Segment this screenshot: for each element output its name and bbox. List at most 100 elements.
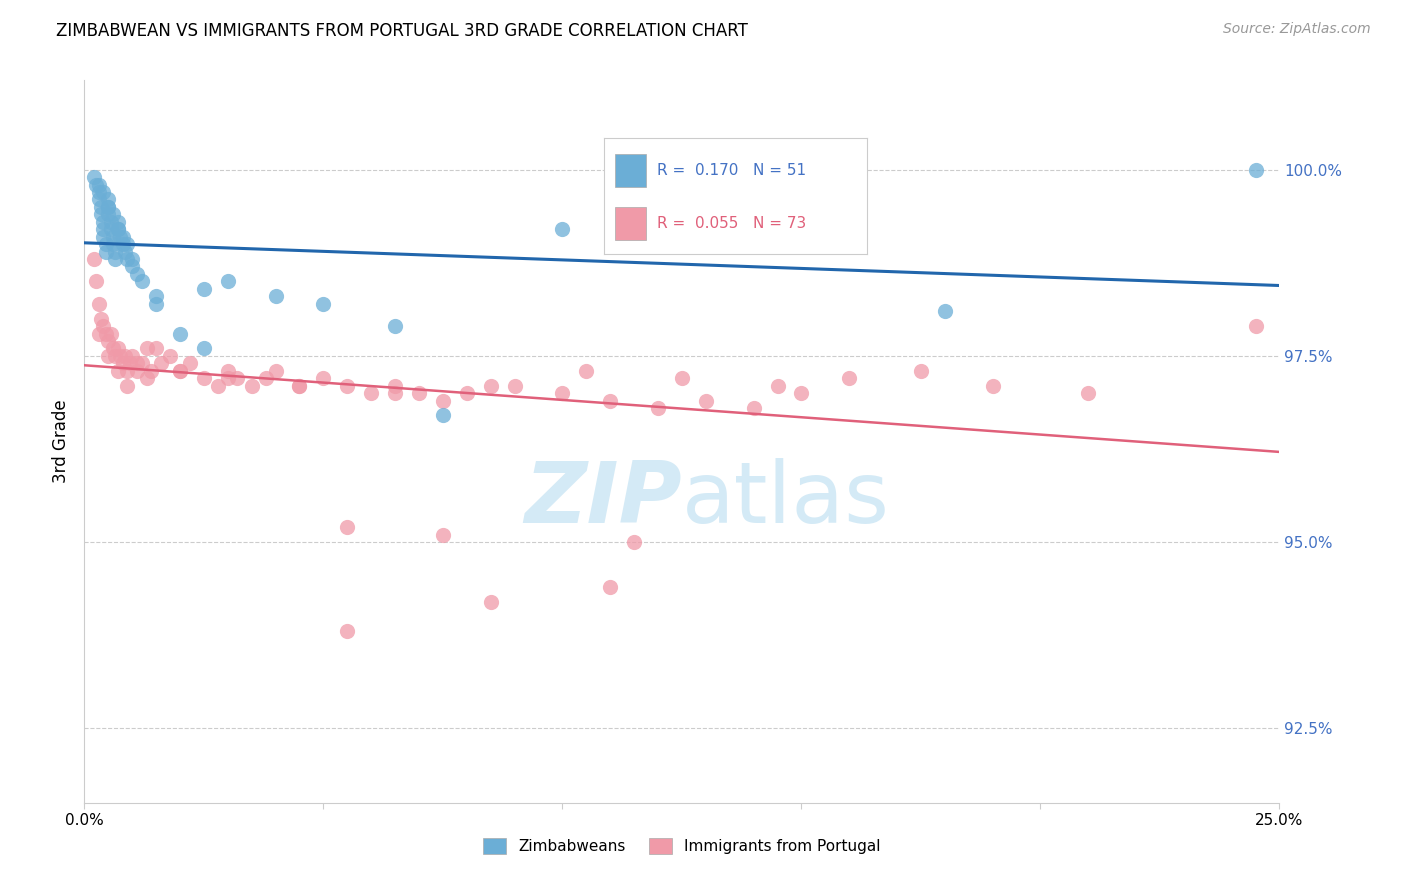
Point xyxy=(240,378,263,392)
Point xyxy=(695,393,717,408)
Point xyxy=(384,378,406,392)
Point xyxy=(790,386,813,401)
Point xyxy=(111,356,134,370)
Point xyxy=(575,364,598,378)
Point xyxy=(97,207,120,221)
Point xyxy=(118,356,141,370)
Point xyxy=(169,364,191,378)
Point xyxy=(100,222,122,236)
Point xyxy=(312,371,335,385)
Point xyxy=(456,386,478,401)
Point xyxy=(125,267,148,281)
Point xyxy=(125,356,148,370)
Point xyxy=(110,349,132,363)
Point xyxy=(97,349,120,363)
Point xyxy=(934,304,956,318)
Point xyxy=(193,282,215,296)
Point xyxy=(90,311,112,326)
Point xyxy=(264,289,287,303)
Point xyxy=(623,535,645,549)
Point xyxy=(135,371,157,385)
Point xyxy=(254,371,277,385)
Point xyxy=(647,229,669,244)
Legend: Zimbabweans, Immigrants from Portugal: Zimbabweans, Immigrants from Portugal xyxy=(477,832,887,860)
Point xyxy=(288,378,311,392)
Point xyxy=(87,326,110,341)
Point xyxy=(86,178,108,192)
Point xyxy=(121,252,143,266)
Point xyxy=(135,342,157,356)
Point xyxy=(288,378,311,392)
Point xyxy=(141,364,163,378)
Point xyxy=(145,297,167,311)
Point xyxy=(838,371,860,385)
Text: Source: ZipAtlas.com: Source: ZipAtlas.com xyxy=(1223,22,1371,37)
Point xyxy=(766,378,789,392)
Point xyxy=(179,356,201,370)
Y-axis label: 3rd Grade: 3rd Grade xyxy=(52,400,70,483)
Point xyxy=(121,260,143,274)
Point xyxy=(1244,319,1267,334)
Point xyxy=(86,274,108,288)
Point xyxy=(111,237,134,252)
Point xyxy=(110,229,132,244)
Point xyxy=(360,386,382,401)
Point xyxy=(107,222,129,236)
Point xyxy=(87,193,110,207)
Point xyxy=(104,252,127,266)
Point xyxy=(226,371,249,385)
Point xyxy=(107,215,129,229)
Point xyxy=(104,349,127,363)
Point xyxy=(503,378,526,392)
Text: ZIP: ZIP xyxy=(524,458,682,541)
Point xyxy=(93,229,115,244)
Point xyxy=(93,319,115,334)
Point xyxy=(336,624,359,639)
Point xyxy=(107,364,129,378)
Point xyxy=(101,237,124,252)
Point xyxy=(159,349,181,363)
Point xyxy=(125,364,148,378)
Point xyxy=(336,378,359,392)
Point xyxy=(111,229,134,244)
Point xyxy=(432,527,454,541)
Point xyxy=(599,580,621,594)
Point xyxy=(742,401,765,415)
Point xyxy=(90,200,112,214)
Point xyxy=(217,274,239,288)
Point xyxy=(312,297,335,311)
Point xyxy=(336,520,359,534)
Point xyxy=(87,178,110,192)
Point xyxy=(910,364,932,378)
Point xyxy=(93,215,115,229)
Point xyxy=(117,252,139,266)
Point xyxy=(100,326,122,341)
Point xyxy=(149,356,172,370)
Point xyxy=(1077,386,1099,401)
Point xyxy=(599,393,621,408)
Point xyxy=(217,364,239,378)
Point xyxy=(114,244,136,259)
Point xyxy=(131,274,153,288)
Point xyxy=(94,326,117,341)
Point xyxy=(114,349,136,363)
Point xyxy=(87,297,110,311)
Point xyxy=(83,170,105,185)
Point xyxy=(384,386,406,401)
Point xyxy=(264,364,287,378)
Point xyxy=(479,378,502,392)
Point xyxy=(981,378,1004,392)
Point xyxy=(93,185,115,199)
Point xyxy=(97,200,120,214)
Point xyxy=(94,244,117,259)
Point xyxy=(117,237,139,252)
Point xyxy=(87,185,110,199)
Point xyxy=(145,342,167,356)
Point xyxy=(647,401,669,415)
Point xyxy=(671,371,693,385)
Point xyxy=(551,222,574,236)
Point xyxy=(145,289,167,303)
Point xyxy=(107,222,129,236)
Point xyxy=(1244,162,1267,177)
Point xyxy=(217,371,239,385)
